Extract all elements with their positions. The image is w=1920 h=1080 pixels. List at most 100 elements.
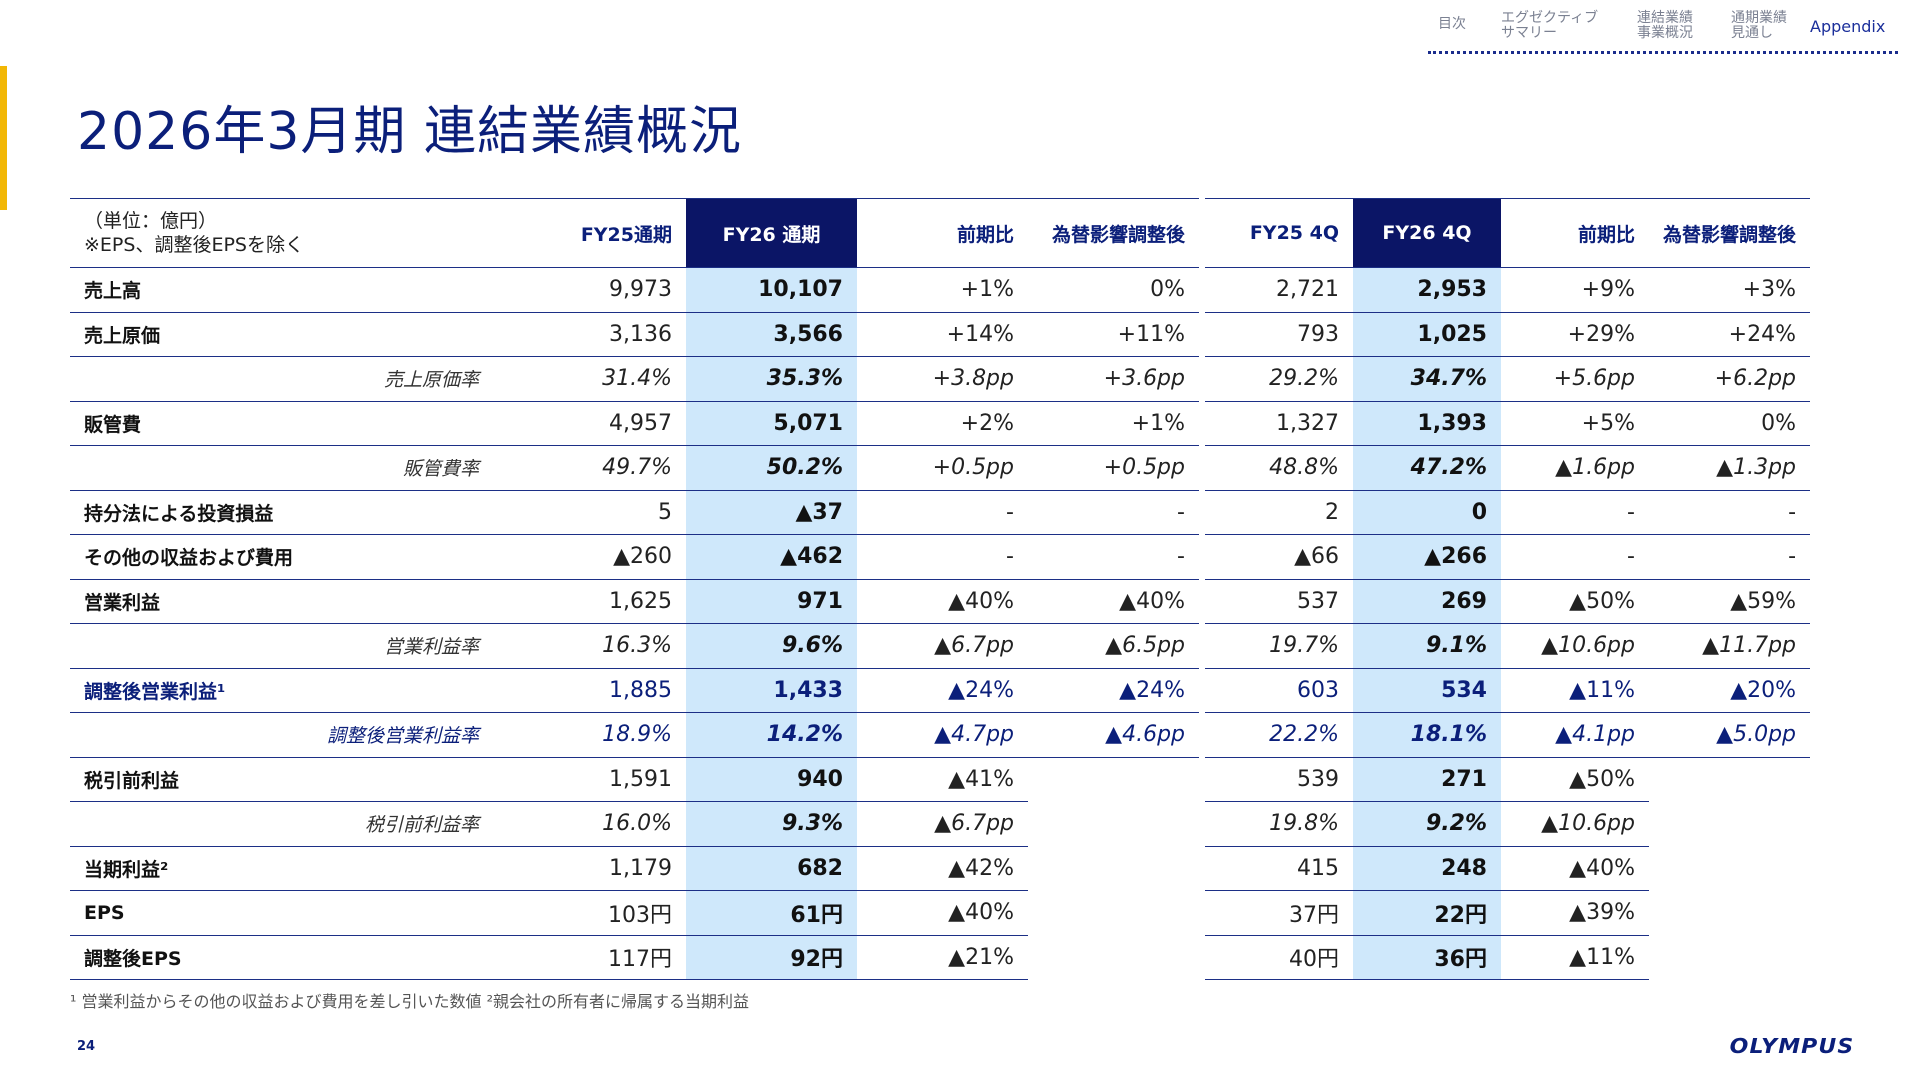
table-cell: +0.5pp — [857, 445, 1028, 491]
table-row: 19.8% 9.2% ▲10.6pp — [1205, 801, 1810, 847]
table-cell: +11% — [1028, 312, 1199, 357]
row-label: 調整後営業利益¹ — [70, 668, 519, 713]
table-cell: ▲24% — [1028, 668, 1199, 713]
table-cell: 18.1% — [1353, 712, 1501, 758]
row-label: その他の収益および費用 — [70, 534, 519, 580]
table-cell: ▲4.7pp — [857, 712, 1028, 758]
table-cell: ▲462 — [686, 534, 857, 580]
row-label: 調整後営業利益率 — [70, 712, 519, 758]
page-title: 2026年3月期 連結業績概況 — [77, 101, 742, 162]
table-cell: 1,433 — [686, 668, 857, 713]
table-cell: ▲39% — [1501, 890, 1649, 936]
table-cell: 5 — [519, 490, 686, 535]
table-cell: - — [1649, 534, 1811, 580]
nav-item-consolidated-results[interactable]: 連結業績 事業概況 — [1637, 10, 1693, 41]
table-cell: +24% — [1649, 312, 1811, 357]
table-cell: 271 — [1353, 757, 1501, 802]
table-row: 537 269 ▲50% ▲59% — [1205, 579, 1811, 624]
table-row: 19.7% 9.1% ▲10.6pp ▲11.7pp — [1205, 623, 1811, 669]
olympus-logo: OLYMPUS — [1729, 1034, 1854, 1058]
table-row: 営業利益率 16.3% 9.6% ▲6.7pp ▲6.5pp — [70, 623, 1199, 669]
col-header-4q-yoy: 前期比 — [1501, 198, 1649, 268]
table-cell: ▲37 — [686, 490, 857, 535]
quarter-header-row: FY25 4Q FY26 4Q 前期比 為替影響調整後 — [1205, 198, 1811, 268]
table-cell: 19.8% — [1205, 801, 1353, 847]
nav-item-appendix[interactable]: Appendix — [1810, 17, 1886, 36]
table-cell: 1,625 — [519, 579, 686, 624]
table-cell: - — [1028, 490, 1199, 535]
table-cell — [1649, 846, 1810, 891]
row-label: 当期利益² — [70, 846, 519, 891]
row-label: 販管費 — [70, 401, 519, 446]
table-row: 29.2% 34.7% +5.6pp +6.2pp — [1205, 356, 1811, 402]
nav-item-executive-summary[interactable]: エグゼクティブ サマリー — [1501, 10, 1599, 41]
table-cell: - — [1501, 534, 1649, 580]
table-cell: +3.6pp — [1028, 356, 1199, 402]
table-cell: ▲5.0pp — [1649, 712, 1811, 758]
table-cell: 10,107 — [686, 267, 857, 313]
row-label: 売上原価 — [70, 312, 519, 357]
table-cell: 248 — [1353, 846, 1501, 891]
row-label: EPS — [70, 890, 519, 936]
table-cell: +3.8pp — [857, 356, 1028, 402]
col-header-fx-adjusted: 為替影響調整後 — [1028, 198, 1199, 268]
table-cell: 40円 — [1205, 935, 1353, 980]
col-header-fy25: FY25通期 — [519, 198, 686, 268]
table-cell: 29.2% — [1205, 356, 1353, 402]
table-cell: ▲40% — [857, 579, 1028, 624]
table-row: 2,721 2,953 +9% +3% — [1205, 267, 1811, 313]
col-header-fy26-4q: FY26 4Q — [1353, 198, 1501, 268]
table-cell: ▲1.6pp — [1501, 445, 1649, 491]
table-row: EPS 103円 61円 ▲40% — [70, 890, 1199, 936]
table-row: 415 248 ▲40% — [1205, 846, 1810, 891]
table-cell — [1028, 891, 1199, 936]
nav-item-contents[interactable]: 目次 — [1438, 16, 1466, 32]
table-cell: ▲24% — [857, 668, 1028, 713]
table-cell: - — [857, 490, 1028, 535]
nav-item-full-year-outlook[interactable]: 通期業績 見通し — [1731, 10, 1787, 41]
col-header-yoy: 前期比 — [857, 198, 1028, 268]
table-row: 48.8% 47.2% ▲1.6pp ▲1.3pp — [1205, 445, 1811, 491]
table-cell — [1028, 757, 1199, 802]
table-cell: ▲260 — [519, 534, 686, 580]
table-cell: 537 — [1205, 579, 1353, 624]
table-cell: ▲41% — [857, 757, 1028, 802]
table-cell: +29% — [1501, 312, 1649, 357]
table-cell: ▲1.3pp — [1649, 445, 1811, 491]
table-cell: - — [1649, 490, 1811, 535]
table-row: 当期利益² 1,179 682 ▲42% — [70, 846, 1199, 891]
table-cell — [1028, 802, 1199, 847]
table-cell: +6.2pp — [1649, 356, 1811, 402]
table-row: 1,327 1,393 +5% 0% — [1205, 401, 1811, 446]
table-cell: ▲20% — [1649, 668, 1811, 713]
table-cell: 269 — [1353, 579, 1501, 624]
table-cell: 415 — [1205, 846, 1353, 891]
table-cell: 19.7% — [1205, 623, 1353, 669]
table-row: 売上高 9,973 10,107 +1% 0% — [70, 267, 1199, 313]
table-cell: ▲59% — [1649, 579, 1811, 624]
table-cell: 4,957 — [519, 401, 686, 446]
table-row: 売上原価率 31.4% 35.3% +3.8pp +3.6pp — [70, 356, 1199, 402]
full-year-table: （単位：億円） ※EPS、調整後EPSを除く FY25通期 FY26 通期 前期… — [70, 198, 1199, 980]
table-cell — [1649, 891, 1810, 936]
table-cell: 3,136 — [519, 312, 686, 357]
table-cell: 35.3% — [686, 356, 857, 402]
table-cell: 0% — [1028, 267, 1199, 313]
table-row: 793 1,025 +29% +24% — [1205, 312, 1811, 357]
table-cell: 1,327 — [1205, 401, 1353, 446]
table-cell: 37円 — [1205, 890, 1353, 936]
table-cell: 14.2% — [686, 712, 857, 758]
full-year-header-row: （単位：億円） ※EPS、調整後EPSを除く FY25通期 FY26 通期 前期… — [70, 198, 1199, 268]
row-label: 販管費率 — [70, 445, 519, 491]
unit-note: （単位：億円） ※EPS、調整後EPSを除く — [70, 198, 519, 268]
table-cell: ▲50% — [1501, 757, 1649, 802]
table-row: 税引前利益率 16.0% 9.3% ▲6.7pp — [70, 801, 1199, 847]
table-row: 税引前利益 1,591 940 ▲41% — [70, 757, 1199, 802]
table-cell: ▲4.6pp — [1028, 712, 1199, 758]
col-header-fy25-4q: FY25 4Q — [1205, 198, 1353, 268]
table-cell: 1,393 — [1353, 401, 1501, 446]
table-cell: +3% — [1649, 267, 1811, 313]
table-cell: 48.8% — [1205, 445, 1353, 491]
table-cell: 16.0% — [519, 801, 686, 847]
